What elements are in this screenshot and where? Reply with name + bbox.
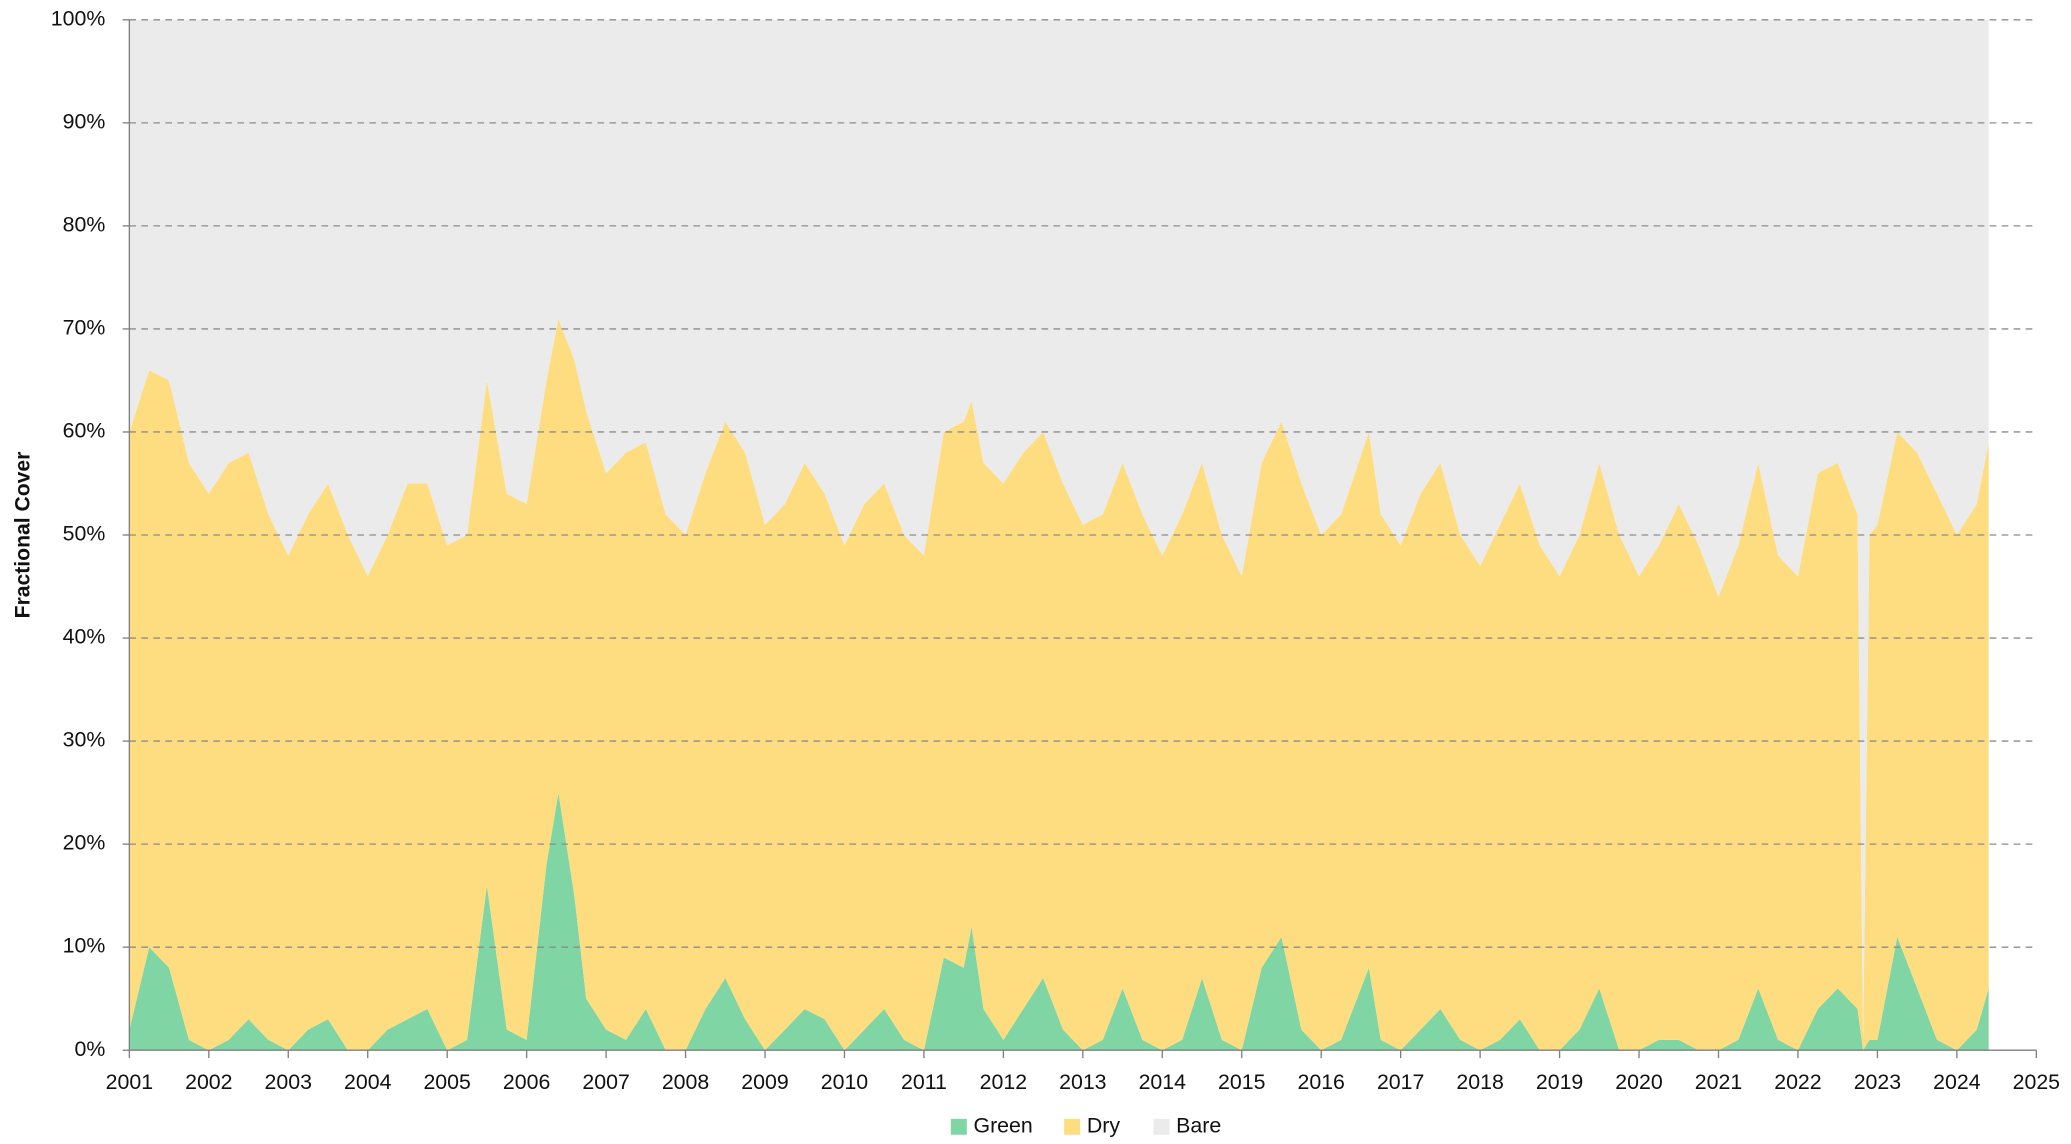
x-tick-label: 2016: [1297, 1071, 1344, 1094]
x-tick-label: 2015: [1218, 1071, 1265, 1094]
y-tick-label: 70%: [63, 317, 106, 340]
x-tick-label: 2023: [1854, 1071, 1901, 1094]
x-tick-label: 2012: [980, 1071, 1027, 1094]
x-tick-label: 2004: [344, 1071, 392, 1094]
x-tick-label: 2005: [423, 1071, 470, 1094]
area: [129, 19, 1989, 1040]
y-tick-label: 0%: [75, 1038, 106, 1061]
x-tick-label: 2002: [185, 1071, 232, 1094]
legend-label: Dry: [1087, 1114, 1121, 1137]
legend-label: Green: [973, 1114, 1032, 1137]
legend-swatch: [950, 1118, 967, 1135]
legend-swatch: [1153, 1118, 1170, 1135]
y-tick-label: 100%: [51, 7, 106, 30]
y-tick-label: 60%: [63, 420, 106, 443]
y-axis-label: Fractional Cover: [12, 452, 35, 619]
legend-swatch: [1064, 1118, 1081, 1135]
legend-label: Bare: [1176, 1114, 1221, 1137]
x-tick-label: 2014: [1139, 1071, 1187, 1094]
x-tick-label: 2020: [1615, 1071, 1662, 1094]
x-tick-label: 2022: [1774, 1071, 1821, 1094]
area: [129, 318, 1989, 1051]
y-tick-label: 10%: [63, 935, 106, 958]
x-tick-label: 2025: [2013, 1071, 2060, 1094]
y-tick-label: 90%: [63, 111, 106, 134]
x-tick-label: 2010: [821, 1071, 868, 1094]
x-tick-label: 2017: [1377, 1071, 1424, 1094]
x-tick-label: 2006: [503, 1071, 550, 1094]
x-tick-label: 2018: [1456, 1071, 1503, 1094]
y-tick-label: 40%: [63, 626, 106, 649]
x-tick-label: 2007: [582, 1071, 629, 1094]
x-tick-label: 2008: [662, 1071, 709, 1094]
y-tick-label: 20%: [63, 832, 106, 855]
y-tick-label: 30%: [63, 729, 106, 752]
x-tick-label: 2003: [265, 1071, 312, 1094]
x-tick-label: 2009: [741, 1071, 788, 1094]
x-tick-label: 2001: [106, 1071, 153, 1094]
x-tick-label: 2024: [1933, 1071, 1981, 1094]
y-tick-label: 50%: [63, 523, 106, 546]
x-tick-label: 2019: [1536, 1071, 1583, 1094]
x-tick-label: 2013: [1059, 1071, 1106, 1094]
x-tick-label: 2011: [901, 1071, 947, 1094]
y-tick-label: 80%: [63, 214, 106, 237]
x-tick-label: 2021: [1695, 1071, 1742, 1094]
